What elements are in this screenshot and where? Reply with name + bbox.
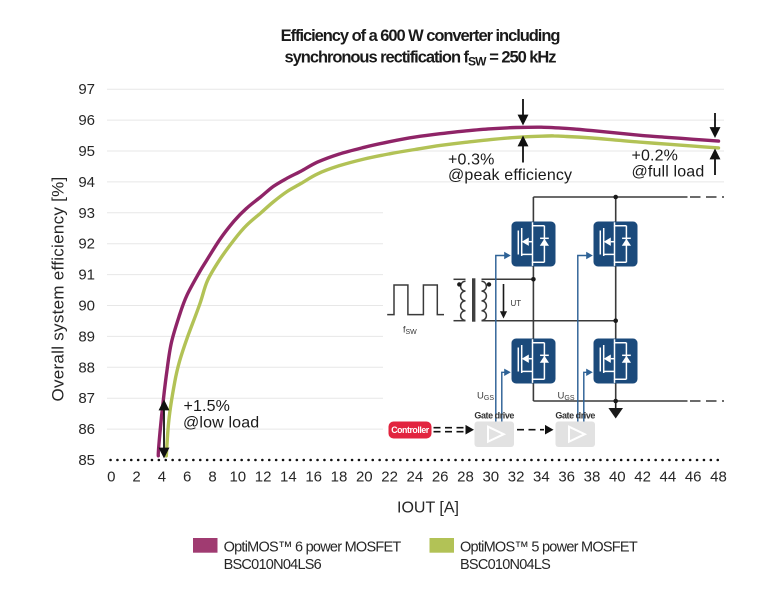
svg-text:@peak efficiency: @peak efficiency — [448, 167, 572, 184]
svg-text:BSC010N04LS6: BSC010N04LS6 — [224, 557, 322, 573]
svg-text:87: 87 — [78, 390, 95, 407]
svg-text:34: 34 — [533, 469, 550, 486]
svg-text:22: 22 — [381, 469, 398, 486]
svg-text:14: 14 — [280, 469, 297, 486]
svg-text:20: 20 — [356, 469, 373, 486]
svg-text:+1.5%: +1.5% — [184, 398, 231, 415]
svg-text:Controller: Controller — [391, 425, 430, 435]
svg-text:OptiMOS™ 6 power MOSFET: OptiMOS™ 6 power MOSFET — [224, 540, 402, 556]
svg-text:UGS: UGS — [477, 391, 494, 403]
svg-text:OptiMOS™ 5 power MOSFET: OptiMOS™ 5 power MOSFET — [460, 540, 638, 556]
svg-text:Overall system efficiency [%]: Overall system efficiency [%] — [49, 176, 68, 401]
svg-text:@full load: @full load — [632, 163, 705, 180]
svg-text:26: 26 — [432, 469, 449, 486]
svg-text:44: 44 — [660, 469, 677, 486]
svg-text:IOUT [A]: IOUT [A] — [397, 500, 459, 517]
svg-text:+0.3%: +0.3% — [448, 152, 495, 169]
svg-text:85: 85 — [78, 452, 95, 469]
svg-text:Gate drive: Gate drive — [555, 411, 595, 421]
svg-text:Efficiency of a 600 W converte: Efficiency of a 600 W converter includin… — [281, 27, 560, 45]
svg-text:88: 88 — [78, 359, 95, 376]
svg-text:UT: UT — [511, 299, 522, 308]
svg-text:32: 32 — [508, 469, 525, 486]
svg-text:16: 16 — [305, 469, 322, 486]
svg-text:fSW: fSW — [403, 325, 417, 337]
svg-text:18: 18 — [331, 469, 348, 486]
svg-text:93: 93 — [78, 205, 95, 222]
svg-text:46: 46 — [685, 469, 702, 486]
svg-text:89: 89 — [78, 328, 95, 345]
svg-text:2: 2 — [132, 469, 140, 486]
svg-text:Gate drive: Gate drive — [474, 411, 514, 421]
svg-text:94: 94 — [78, 174, 95, 191]
svg-text:6: 6 — [183, 469, 191, 486]
svg-text:90: 90 — [78, 298, 95, 315]
svg-text:36: 36 — [558, 469, 575, 486]
svg-text:97: 97 — [78, 81, 95, 98]
svg-text:12: 12 — [255, 469, 272, 486]
svg-text:+0.2%: +0.2% — [632, 148, 679, 165]
svg-text:10: 10 — [229, 469, 246, 486]
svg-text:30: 30 — [482, 469, 499, 486]
svg-text:UGS: UGS — [558, 391, 575, 403]
svg-text:96: 96 — [78, 112, 95, 129]
svg-text:48: 48 — [710, 469, 727, 486]
svg-text:4: 4 — [158, 469, 166, 486]
svg-text:42: 42 — [634, 469, 651, 486]
svg-text:95: 95 — [78, 143, 95, 160]
svg-text:86: 86 — [78, 421, 95, 438]
svg-text:0: 0 — [107, 469, 115, 486]
svg-text:24: 24 — [407, 469, 424, 486]
svg-text:synchronous rectification fSW: synchronous rectification fSW = 250 kHz — [285, 49, 557, 69]
svg-text:40: 40 — [609, 469, 626, 486]
svg-text:8: 8 — [208, 469, 216, 486]
svg-text:92: 92 — [78, 236, 95, 253]
svg-text:91: 91 — [78, 267, 95, 284]
svg-text:BSC010N04LS: BSC010N04LS — [460, 557, 550, 573]
svg-text:38: 38 — [584, 469, 601, 486]
svg-text:28: 28 — [457, 469, 474, 486]
svg-text:@low load: @low load — [183, 415, 259, 432]
